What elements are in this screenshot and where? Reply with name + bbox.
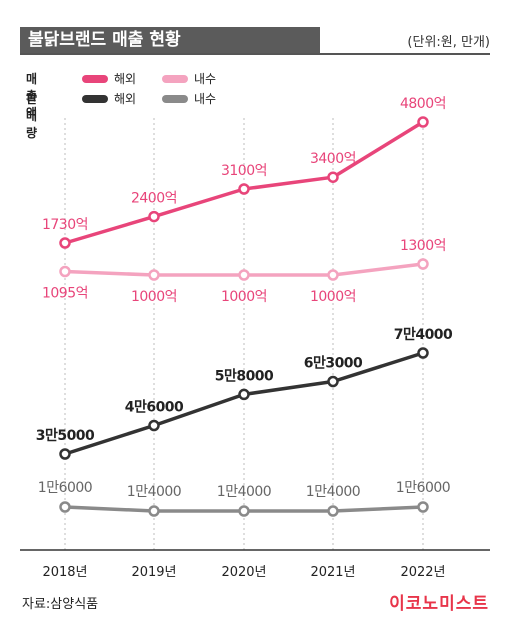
data-point-volume-overseas [238, 388, 250, 401]
x-tick-label: 2020년 [221, 565, 266, 580]
data-point-volume-domestic [417, 501, 429, 513]
legend-swatch-sales-domestic [162, 75, 188, 83]
data-point-volume-overseas [59, 448, 71, 460]
brand-logo: 이코노미스트 [389, 594, 489, 614]
legend-swatch-volume-domestic [162, 95, 188, 103]
data-point-sales-overseas [148, 210, 160, 223]
data-label-volume-overseas: 3만5000 [36, 428, 95, 444]
data-label-volume-overseas: 5만8000 [215, 368, 274, 384]
data-point-sales-domestic [417, 258, 429, 270]
legend-label-volume-domestic: 내수 [194, 92, 217, 106]
data-point-sales-overseas [59, 237, 71, 249]
data-point-volume-domestic [148, 505, 160, 517]
data-label-sales-overseas: 2400억 [131, 191, 177, 207]
legend-metric-sales: 매출액 [26, 72, 38, 120]
data-point-sales-domestic [327, 269, 339, 281]
data-label-sales-domestic: 1300억 [400, 238, 446, 254]
title-bar: 불닭브랜드 매출 현황 (단위:원, 만개) [20, 27, 490, 55]
x-tick-label: 2021년 [310, 565, 355, 580]
data-point-sales-domestic [238, 269, 250, 281]
data-point-volume-overseas [148, 419, 160, 432]
data-label-sales-overseas: 4800억 [400, 96, 446, 112]
data-label-sales-overseas: 3400억 [310, 151, 356, 167]
x-tick-label: 2022년 [400, 565, 445, 580]
unit-label: (단위:원, 만개) [407, 35, 490, 50]
chart-title: 불닭브랜드 매출 현황 [20, 27, 320, 53]
legend-label-volume-overseas: 해외 [114, 92, 137, 106]
data-label-sales-overseas: 3100억 [221, 163, 267, 179]
data-label-volume-domestic: 1만4000 [127, 484, 181, 500]
data-point-volume-domestic [59, 501, 71, 513]
data-label-volume-domestic: 1만4000 [306, 484, 360, 500]
data-point-sales-overseas [417, 116, 429, 128]
data-point-sales-domestic [59, 265, 71, 278]
legend-metric-volume: 판매량 [26, 92, 38, 140]
data-label-volume-overseas: 4만6000 [125, 400, 184, 416]
data-point-volume-overseas [327, 375, 339, 388]
data-point-volume-domestic [238, 505, 250, 517]
legend-swatch-sales-overseas [82, 75, 108, 83]
source-note: 자료:삼양식품 [22, 597, 99, 612]
legend-label-sales-overseas: 해외 [114, 72, 137, 86]
data-label-volume-domestic: 1만6000 [38, 480, 92, 496]
legend-label-sales-domestic: 내수 [194, 72, 217, 86]
data-label-volume-overseas: 6만3000 [304, 356, 363, 372]
data-point-sales-domestic [148, 269, 160, 281]
data-point-volume-domestic [327, 505, 339, 517]
data-label-volume-domestic: 1만4000 [217, 484, 271, 500]
data-label-volume-domestic: 1만6000 [396, 480, 450, 496]
data-label-volume-overseas: 7만4000 [394, 327, 453, 343]
data-label-sales-domestic: 1000억 [310, 289, 356, 305]
data-point-sales-overseas [238, 183, 250, 195]
data-label-sales-domestic: 1095억 [42, 286, 88, 302]
data-label-sales-overseas: 1730억 [42, 217, 88, 233]
x-tick-label: 2019년 [131, 565, 176, 580]
data-label-sales-domestic: 1000억 [131, 289, 177, 305]
data-label-sales-domestic: 1000억 [221, 289, 267, 305]
x-tick-label: 2018년 [42, 565, 87, 580]
legend-swatch-volume-overseas [82, 95, 108, 103]
data-point-sales-overseas [327, 171, 339, 183]
data-point-volume-overseas [417, 347, 429, 359]
